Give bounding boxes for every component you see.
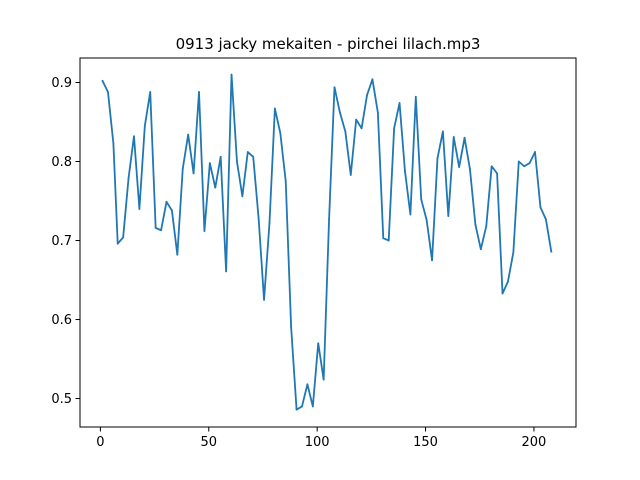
x-tick-label: 100 bbox=[305, 435, 330, 450]
x-tick-label: 150 bbox=[413, 435, 438, 450]
x-axis: 0 50 100 150 200 bbox=[96, 427, 546, 450]
y-tick-label: 0.7 bbox=[51, 234, 72, 249]
plot-frame bbox=[79, 57, 577, 428]
x-tick-label: 50 bbox=[200, 435, 217, 450]
x-tick-label: 0 bbox=[96, 435, 104, 450]
y-axis: 0.5 0.6 0.7 0.8 0.9 bbox=[51, 76, 80, 407]
y-tick-label: 0.5 bbox=[51, 392, 72, 407]
chart-title: 0913 jacky mekaiten - pirchei lilach.mp3 bbox=[176, 35, 481, 53]
y-tick-label: 0.8 bbox=[51, 155, 72, 170]
series-line bbox=[101, 73, 553, 411]
y-tick-label: 0.6 bbox=[51, 313, 72, 328]
x-tick-label: 200 bbox=[522, 435, 547, 450]
y-tick-label: 0.9 bbox=[51, 76, 72, 91]
